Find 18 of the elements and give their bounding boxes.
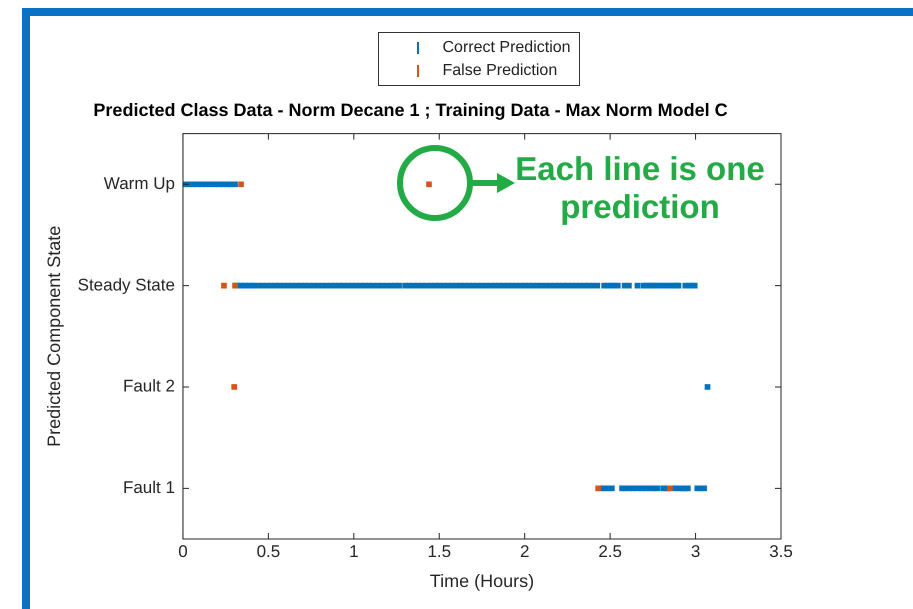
chart-title: Predicted Class Data - Norm Decane 1 ; Training Data - Max Norm Model C	[93, 100, 728, 120]
legend-label: Correct Prediction	[442, 38, 571, 56]
x-tick-label: 3	[690, 542, 700, 561]
x-tick-label: 3.5	[769, 542, 793, 561]
x-tick-label: 1	[349, 542, 359, 561]
y-tick-label: Fault 2	[122, 376, 175, 396]
x-axis-title: Time (Hours)	[430, 571, 534, 592]
y-tick-label: Steady State	[78, 275, 175, 294]
x-tick-label: 2.5	[598, 542, 622, 561]
x-tick-label: 2	[520, 542, 530, 561]
y-axis-title: Predicted Component State	[44, 226, 64, 447]
x-tick-label: 1.5	[427, 542, 452, 561]
x-tick-label: 0	[178, 542, 188, 561]
legend-label: False Prediction	[442, 62, 558, 80]
x-tick-label: 0.5	[256, 542, 280, 561]
y-tick-label: Fault 1	[122, 478, 175, 498]
y-tick-label: Warm Up	[104, 174, 175, 193]
annotation: Each line is one prediction	[514, 150, 766, 226]
